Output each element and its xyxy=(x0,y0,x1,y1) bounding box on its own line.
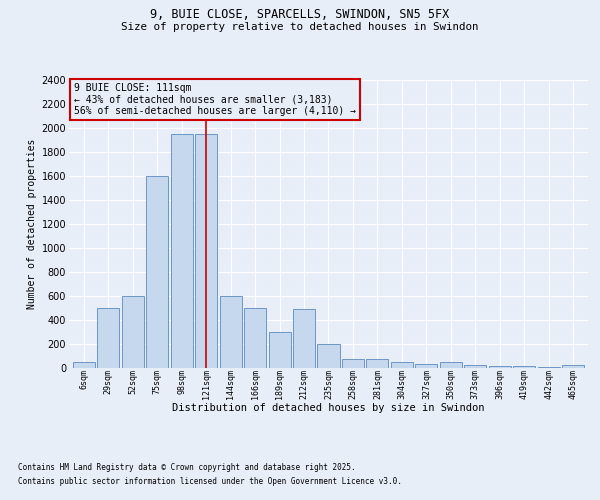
Bar xyxy=(562,365,584,368)
Bar xyxy=(489,366,511,368)
Bar xyxy=(514,366,535,368)
Bar xyxy=(415,364,437,368)
Bar xyxy=(220,296,242,368)
Bar xyxy=(367,358,388,368)
Bar xyxy=(440,362,462,368)
Text: 9 BUIE CLOSE: 111sqm
← 43% of detached houses are smaller (3,183)
56% of semi-de: 9 BUIE CLOSE: 111sqm ← 43% of detached h… xyxy=(74,83,356,116)
Bar xyxy=(244,308,266,368)
Bar xyxy=(195,134,217,368)
Y-axis label: Number of detached properties: Number of detached properties xyxy=(28,138,37,309)
Bar xyxy=(391,362,413,368)
X-axis label: Distribution of detached houses by size in Swindon: Distribution of detached houses by size … xyxy=(172,403,485,413)
Bar xyxy=(73,362,95,368)
Bar xyxy=(97,308,119,368)
Bar xyxy=(317,344,340,367)
Text: Contains public sector information licensed under the Open Government Licence v3: Contains public sector information licen… xyxy=(18,477,402,486)
Text: Contains HM Land Registry data © Crown copyright and database right 2025.: Contains HM Land Registry data © Crown c… xyxy=(18,464,356,472)
Bar xyxy=(170,134,193,368)
Bar xyxy=(342,358,364,368)
Text: 9, BUIE CLOSE, SPARCELLS, SWINDON, SN5 5FX: 9, BUIE CLOSE, SPARCELLS, SWINDON, SN5 5… xyxy=(151,8,449,22)
Bar xyxy=(269,332,290,368)
Bar xyxy=(293,309,315,368)
Bar xyxy=(538,367,560,368)
Bar xyxy=(146,176,168,368)
Text: Size of property relative to detached houses in Swindon: Size of property relative to detached ho… xyxy=(121,22,479,32)
Bar xyxy=(464,365,487,368)
Bar xyxy=(122,296,143,368)
